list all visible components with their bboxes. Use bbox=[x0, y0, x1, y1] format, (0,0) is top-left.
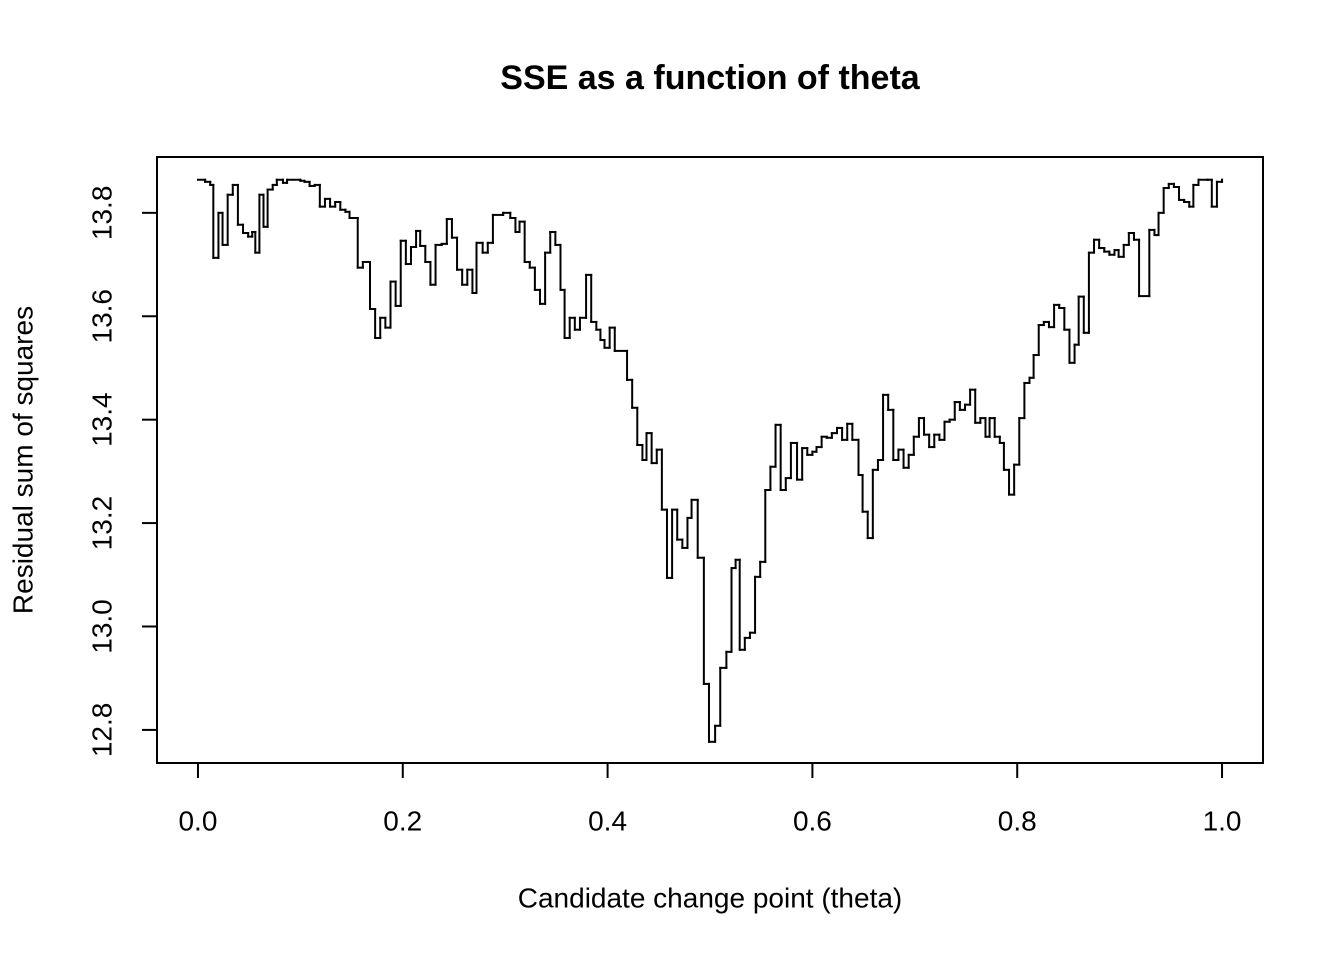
x-tick-label: 0.0 bbox=[178, 805, 217, 836]
y-tick-label: 12.8 bbox=[86, 703, 117, 758]
x-axis-label: Candidate change point (theta) bbox=[518, 882, 903, 913]
x-tick-label: 0.8 bbox=[998, 805, 1037, 836]
x-tick-label: 0.2 bbox=[383, 805, 422, 836]
x-tick-label: 0.6 bbox=[793, 805, 832, 836]
y-tick-label: 13.6 bbox=[86, 289, 117, 344]
y-tick-label: 13.0 bbox=[86, 599, 117, 654]
y-axis-label: Residual sum of squares bbox=[7, 306, 38, 614]
y-tick-label: 13.2 bbox=[86, 496, 117, 551]
x-tick-label: 0.4 bbox=[588, 805, 627, 836]
chart-title: SSE as a function of theta bbox=[500, 59, 920, 97]
x-tick-label: 1.0 bbox=[1203, 805, 1242, 836]
y-tick-label: 13.8 bbox=[86, 186, 117, 241]
y-tick-label: 13.4 bbox=[86, 392, 117, 447]
plot-frame bbox=[156, 156, 1264, 764]
